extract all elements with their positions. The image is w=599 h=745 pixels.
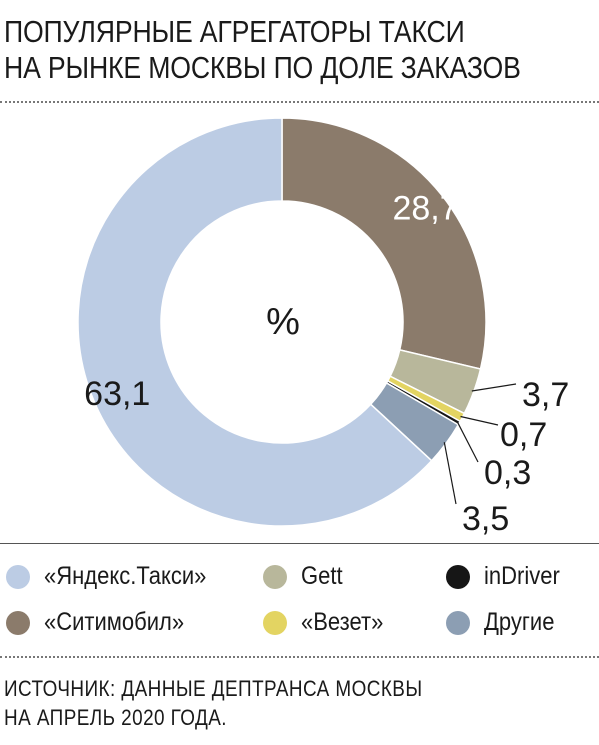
leader-line [471, 383, 517, 392]
legend-top-divider [0, 543, 599, 544]
data-label: 0,3 [484, 454, 531, 492]
legend-swatch [263, 564, 287, 589]
legend-item-gett: Gett [263, 562, 348, 591]
title-line-1: ПОПУЛЯРНЫЕ АГРЕГАТОРЫ ТАКСИ [4, 14, 465, 49]
data-label: 63,1 [84, 375, 150, 413]
data-label: 28,7 [392, 189, 458, 227]
data-label: 3,7 [522, 376, 569, 414]
slice-yandex [77, 117, 433, 527]
legend-label: Другие [484, 608, 555, 636]
legend-label: inDriver [484, 562, 560, 590]
source-divider [0, 656, 599, 658]
legend-swatch [446, 564, 470, 589]
center-percent-label: % [266, 301, 300, 343]
chart-title: ПОПУЛЯРНЫЕ АГРЕГАТОРЫ ТАКСИ НА РЫНКЕ МОС… [4, 14, 521, 86]
legend-item-indriver: inDriver [446, 562, 570, 591]
source-line-1: ИСТОЧНИК: ДАННЫЕ ДЕПТРАНСА МОСКВЫ [4, 676, 423, 701]
leader-line [456, 421, 479, 463]
legend-label: «Ситимобил» [44, 608, 185, 636]
leader-line [460, 415, 499, 426]
legend-item-yandex: «Яндекс.Такси» [6, 562, 229, 591]
legend-swatch [446, 610, 470, 635]
legend-swatch [6, 564, 30, 589]
slice-citymobil [281, 117, 487, 370]
source-note: ИСТОЧНИК: ДАННЫЕ ДЕПТРАНСА МОСКВЫ НА АПР… [4, 674, 511, 732]
title-line-2: НА РЫНКЕ МОСКВЫ ПО ДОЛЕ ЗАКАЗОВ [4, 50, 521, 85]
legend-item-citymobil: «Ситимобил» [6, 608, 203, 637]
legend: «Яндекс.Такси» Gett inDriver «Ситимобил»… [0, 548, 599, 652]
legend-item-other: Другие [446, 608, 564, 637]
data-label: 3,5 [462, 500, 509, 538]
legend-label: «Везет» [301, 608, 384, 636]
leader-line [443, 442, 457, 505]
data-label: 0,7 [500, 416, 547, 454]
donut-chart: 28,7 3,70,70,3 3,5 63,1 % [77, 117, 569, 538]
legend-label: «Яндекс.Такси» [44, 562, 207, 590]
legend-swatch [6, 610, 30, 635]
legend-item-vezet: «Везет» [263, 608, 395, 637]
title-divider [0, 101, 599, 103]
legend-label: Gett [301, 562, 343, 590]
legend-swatch [263, 610, 287, 635]
source-line-2: НА АПРЕЛЬ 2020 ГОДА. [4, 705, 227, 730]
